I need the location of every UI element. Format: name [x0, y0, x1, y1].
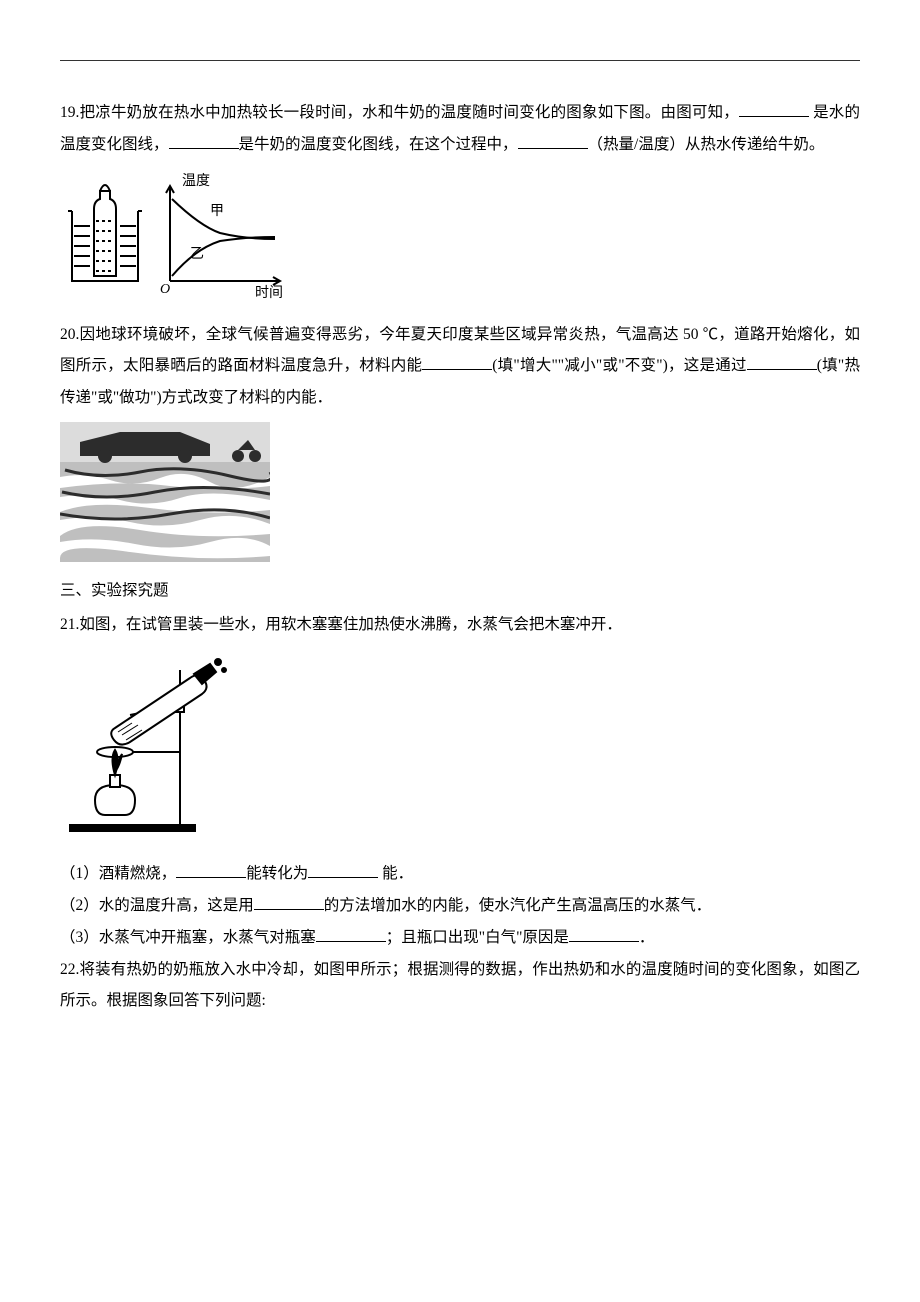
q20-number: 20. [60, 326, 79, 343]
q20-text: 20.因地球环境破坏，全球气候普遍变得恶劣，今年夏天印度某些区域异常炎热，气温高… [60, 319, 860, 414]
page: 19.把凉牛奶放在热水中加热较长一段时间，水和牛奶的温度随时间变化的图象如下图。… [0, 0, 920, 1302]
q21-p1-c: 能． [378, 865, 413, 882]
q20-blank-2 [747, 354, 817, 371]
q20-photo-svg [60, 422, 270, 562]
q19-text-d: （热量/温度）从热水传递给牛奶。 [588, 136, 825, 153]
q21-figure [60, 650, 860, 840]
q20-text-b: (填"增大""减小"或"不变")，这是通过 [492, 357, 747, 374]
q21-p1-b: 能转化为 [246, 865, 308, 882]
q19-label-jia: 甲 [210, 204, 224, 219]
q21-p2-b: 的方法增加水的内能，使水汽化产生高温高压的水蒸气． [324, 897, 712, 914]
q22-number: 22. [60, 961, 79, 978]
q21-p2-blank1 [254, 894, 324, 911]
q19-blank-3 [518, 132, 588, 149]
q21-p3-blank2 [569, 925, 639, 942]
q19-label-yi: 乙 [190, 246, 204, 262]
q19-blank-2 [169, 132, 239, 149]
q19-svg: 温度 甲 乙 O 时间 [60, 171, 290, 301]
q21-p1-blank1 [176, 862, 246, 879]
q21-p1: （1）酒精燃烧， 能转化为 能． [60, 858, 860, 890]
q21-p2-a: （2）水的温度升高，这是用 [60, 897, 254, 914]
q19-text-a: 把凉牛奶放在热水中加热较长一段时间，水和牛奶的温度随时间变化的图象如下图。由图可… [79, 104, 739, 121]
top-rule [60, 60, 860, 61]
q21-p3-b: ；且瓶口出现"白气"原因是 [386, 929, 569, 946]
q21-p3: （3）水蒸气冲开瓶塞，水蒸气对瓶塞 ；且瓶口出现"白气"原因是 ． [60, 922, 860, 954]
q22-body: 将装有热奶的奶瓶放入水中冷却，如图甲所示；根据测得的数据，作出热奶和水的温度随时… [60, 961, 860, 1010]
q21-svg [60, 650, 230, 840]
q21-p2: （2）水的温度升高，这是用 的方法增加水的内能，使水汽化产生高温高压的水蒸气． [60, 890, 860, 922]
q19-ylabel: 温度 [182, 173, 210, 189]
q21-p3-blank1 [316, 925, 386, 942]
q21-p3-c: ． [639, 929, 655, 946]
q19-xlabel: 时间 [255, 285, 283, 301]
q19-origin: O [160, 282, 170, 297]
q21-intro: 21.如图，在试管里装一些水，用软木塞塞住加热使水沸腾，水蒸气会把木塞冲开． [60, 609, 860, 641]
q21-p1-blank2 [308, 862, 378, 879]
q21-p3-a: （3）水蒸气冲开瓶塞，水蒸气对瓶塞 [60, 929, 316, 946]
q19-text: 19.把凉牛奶放在热水中加热较长一段时间，水和牛奶的温度随时间变化的图象如下图。… [60, 97, 860, 161]
q21-p1-a: （1）酒精燃烧， [60, 865, 176, 882]
section-3-heading: 三、实验探究题 [60, 575, 860, 607]
q19-figure: 温度 甲 乙 O 时间 [60, 171, 860, 301]
q22-text: 22.将装有热奶的奶瓶放入水中冷却，如图甲所示；根据测得的数据，作出热奶和水的温… [60, 954, 860, 1018]
q20-photo [60, 422, 860, 567]
q21-number: 21. [60, 616, 79, 633]
q20-blank-1 [422, 354, 492, 371]
q19-blank-1 [739, 101, 809, 118]
q19-number: 19. [60, 104, 79, 121]
q21-intro-text: 如图，在试管里装一些水，用软木塞塞住加热使水沸腾，水蒸气会把木塞冲开． [79, 616, 622, 633]
q19-text-c: 是牛奶的温度变化图线，在这个过程中， [239, 136, 518, 153]
